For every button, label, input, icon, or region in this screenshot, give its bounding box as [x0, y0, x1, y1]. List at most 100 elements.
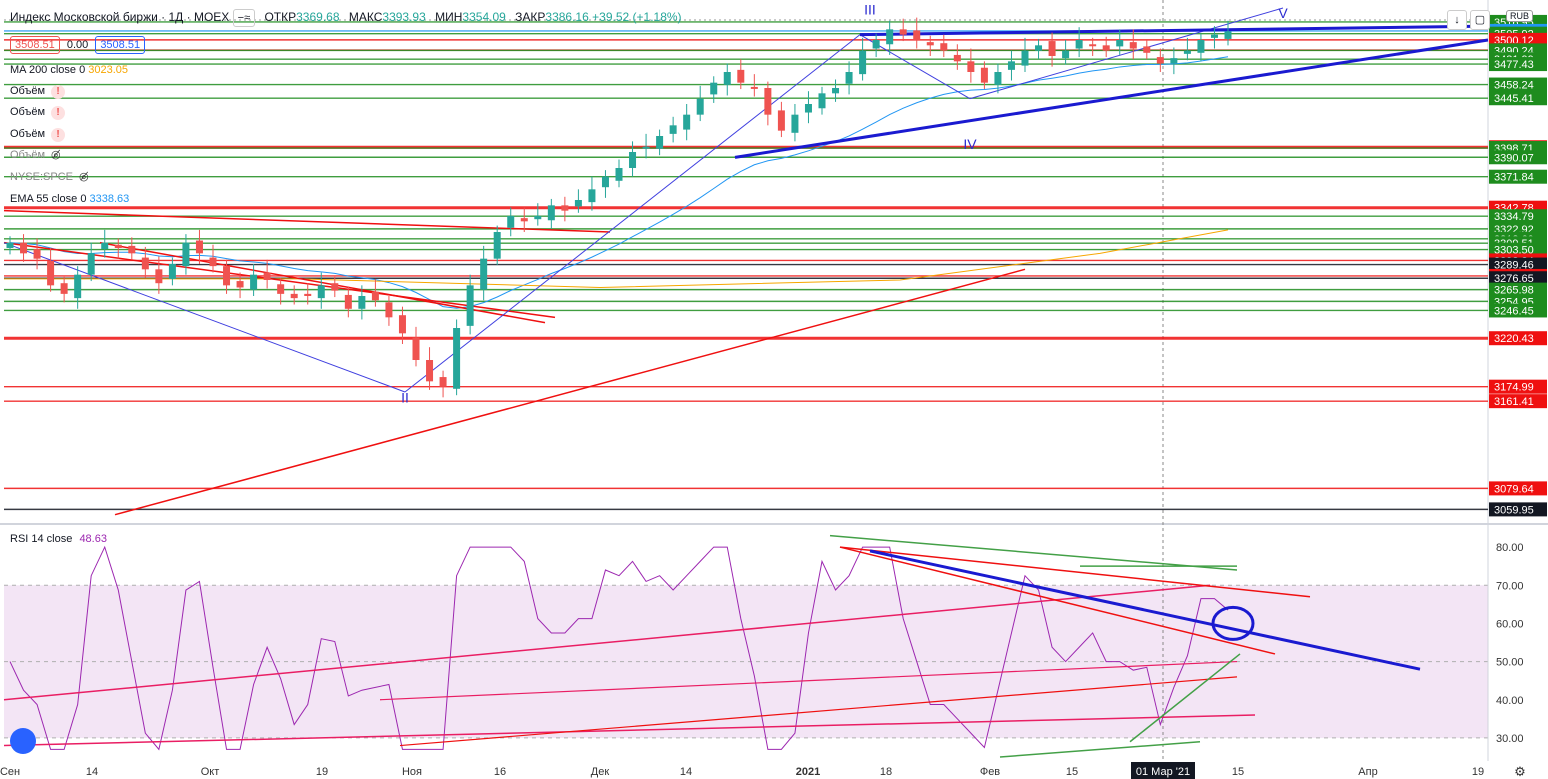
open-label: ОТКР: [264, 10, 297, 24]
candle-body: [1089, 44, 1097, 47]
candle-body: [141, 257, 149, 270]
candle-body: [60, 283, 68, 294]
time-axis-label: 16: [494, 766, 506, 778]
indicator-ema55[interactable]: EMA 55 close 0 3338.63: [10, 191, 129, 207]
symbol-title[interactable]: Индекс Московской биржи · 1Д · MOEX: [10, 10, 230, 24]
candle-body: [1075, 40, 1083, 49]
candle-body: [750, 86, 758, 89]
wave-label: III: [864, 1, 876, 17]
candle-body: [547, 205, 555, 221]
indicator-label: Объём: [10, 106, 46, 118]
candle-body: [20, 242, 28, 254]
candle-body: [195, 240, 203, 254]
arrow-down-icon[interactable]: ↓: [1447, 10, 1467, 30]
rsi-axis-tick: 30.00: [1496, 733, 1524, 745]
trendline: [114, 268, 1026, 516]
rsi-axis-tick: 60.00: [1496, 618, 1524, 630]
rsi-trendline: [3, 584, 1211, 701]
time-axis-label: Апр: [1358, 766, 1377, 778]
price-axis-label: 3220.43: [1494, 333, 1534, 345]
candle-body: [344, 294, 352, 309]
indicator-ma200[interactable]: MA 200 close 0 3023.05: [10, 62, 128, 78]
rsi-trendline: [379, 660, 1238, 701]
candle-body: [47, 260, 55, 286]
buy-price[interactable]: 3508.51: [95, 36, 146, 54]
candle-body: [1156, 57, 1164, 64]
candle-body: [574, 200, 582, 207]
price-axis-label: 3390.07: [1494, 152, 1534, 164]
indicator-spce[interactable]: NYSE:SPCE ◎̸: [10, 169, 89, 185]
warning-icon[interactable]: !: [51, 85, 66, 99]
price-axis-label-bg: [1489, 394, 1547, 409]
indicator-volume[interactable]: Объём!: [10, 126, 66, 142]
candle-body: [723, 72, 731, 85]
candle-body: [371, 291, 379, 301]
time-axis-label: Сен: [0, 766, 20, 778]
candle-body: [534, 216, 542, 220]
time-axis-label: 18: [880, 766, 892, 778]
hidden-eye-icon[interactable]: ◎̸: [51, 149, 61, 161]
price-axis-label: 3477.43: [1494, 59, 1534, 71]
indicator-volume-hidden[interactable]: Объём ◎̸: [10, 147, 61, 163]
wave-line: [969, 7, 1284, 100]
price-axis-label-bg: [1489, 257, 1547, 272]
indicator-volume[interactable]: Объём!: [10, 83, 66, 99]
low-value: 3354.09: [462, 10, 506, 24]
price-axis-label-bg: [1489, 502, 1547, 517]
indicator-value: 3023.05: [88, 64, 129, 76]
price-axis-label: 3289.46: [1494, 260, 1534, 272]
price-axis-label-bg: [1489, 282, 1547, 297]
rsi-trendline: [869, 549, 1421, 671]
warning-icon[interactable]: !: [51, 128, 66, 142]
indicator-volume[interactable]: Объём!: [10, 104, 66, 120]
candle-body: [886, 29, 894, 45]
candle-body: [223, 266, 231, 286]
time-axis-label: 2021: [796, 766, 820, 778]
price-axis-label-bg: [1489, 481, 1547, 496]
candle-body: [439, 377, 447, 387]
currency-badge[interactable]: RUB: [1506, 10, 1534, 22]
candle-body: [277, 284, 285, 294]
candle-body: [777, 110, 785, 131]
candle-body: [426, 360, 434, 382]
indicator-label: Объём: [10, 85, 46, 97]
rsi-line: [9, 545, 1229, 751]
candle-body: [737, 69, 745, 83]
rsi-value: 48.63: [79, 533, 107, 545]
warning-icon[interactable]: !: [51, 106, 66, 120]
compare-icon[interactable]: −≈: [232, 9, 256, 27]
candle-body: [913, 30, 921, 40]
tradingview-logo-icon[interactable]: [10, 728, 36, 754]
highlight-circle: [1211, 605, 1255, 641]
price-axis-label: 3174.99: [1494, 382, 1534, 394]
hidden-eye-icon[interactable]: ◎̸: [78, 171, 89, 183]
price-axis-label-bg: [1489, 77, 1547, 92]
rsi-axis-tick: 40.00: [1496, 695, 1524, 707]
fullscreen-icon[interactable]: ▢: [1470, 10, 1490, 30]
spread-value: 0.00: [66, 39, 89, 51]
indicator-label: EMA 55 close 0: [10, 193, 87, 205]
sell-price[interactable]: 3508.51: [10, 36, 60, 54]
candle-body: [845, 72, 853, 84]
candle-body: [128, 245, 136, 254]
price-axis-label: 3246.45: [1494, 305, 1534, 317]
time-axis-label: 14: [680, 766, 692, 778]
candle-body: [520, 218, 528, 222]
time-axis-label: 14: [86, 766, 98, 778]
candle-body: [1197, 40, 1205, 53]
wave-line: [404, 34, 861, 393]
channel-line: [734, 38, 1489, 159]
price-axis-label-bg: [1489, 331, 1547, 346]
indicator-label: MA 200 close 0: [10, 64, 86, 76]
price-axis-label: 3458.24: [1494, 80, 1534, 92]
candle-body: [669, 125, 677, 134]
high-value: 3393.93: [382, 10, 426, 24]
rsi-legend[interactable]: RSI 14 close 48.63: [10, 533, 107, 545]
price-axis-label: 3079.64: [1494, 483, 1534, 495]
indicator-label: Объём: [10, 128, 46, 140]
candle-body: [1170, 58, 1178, 64]
open-value: 3369.68: [296, 10, 340, 24]
rsi-band: [4, 585, 1488, 738]
settings-gear-icon[interactable]: ⚙: [1514, 765, 1526, 779]
